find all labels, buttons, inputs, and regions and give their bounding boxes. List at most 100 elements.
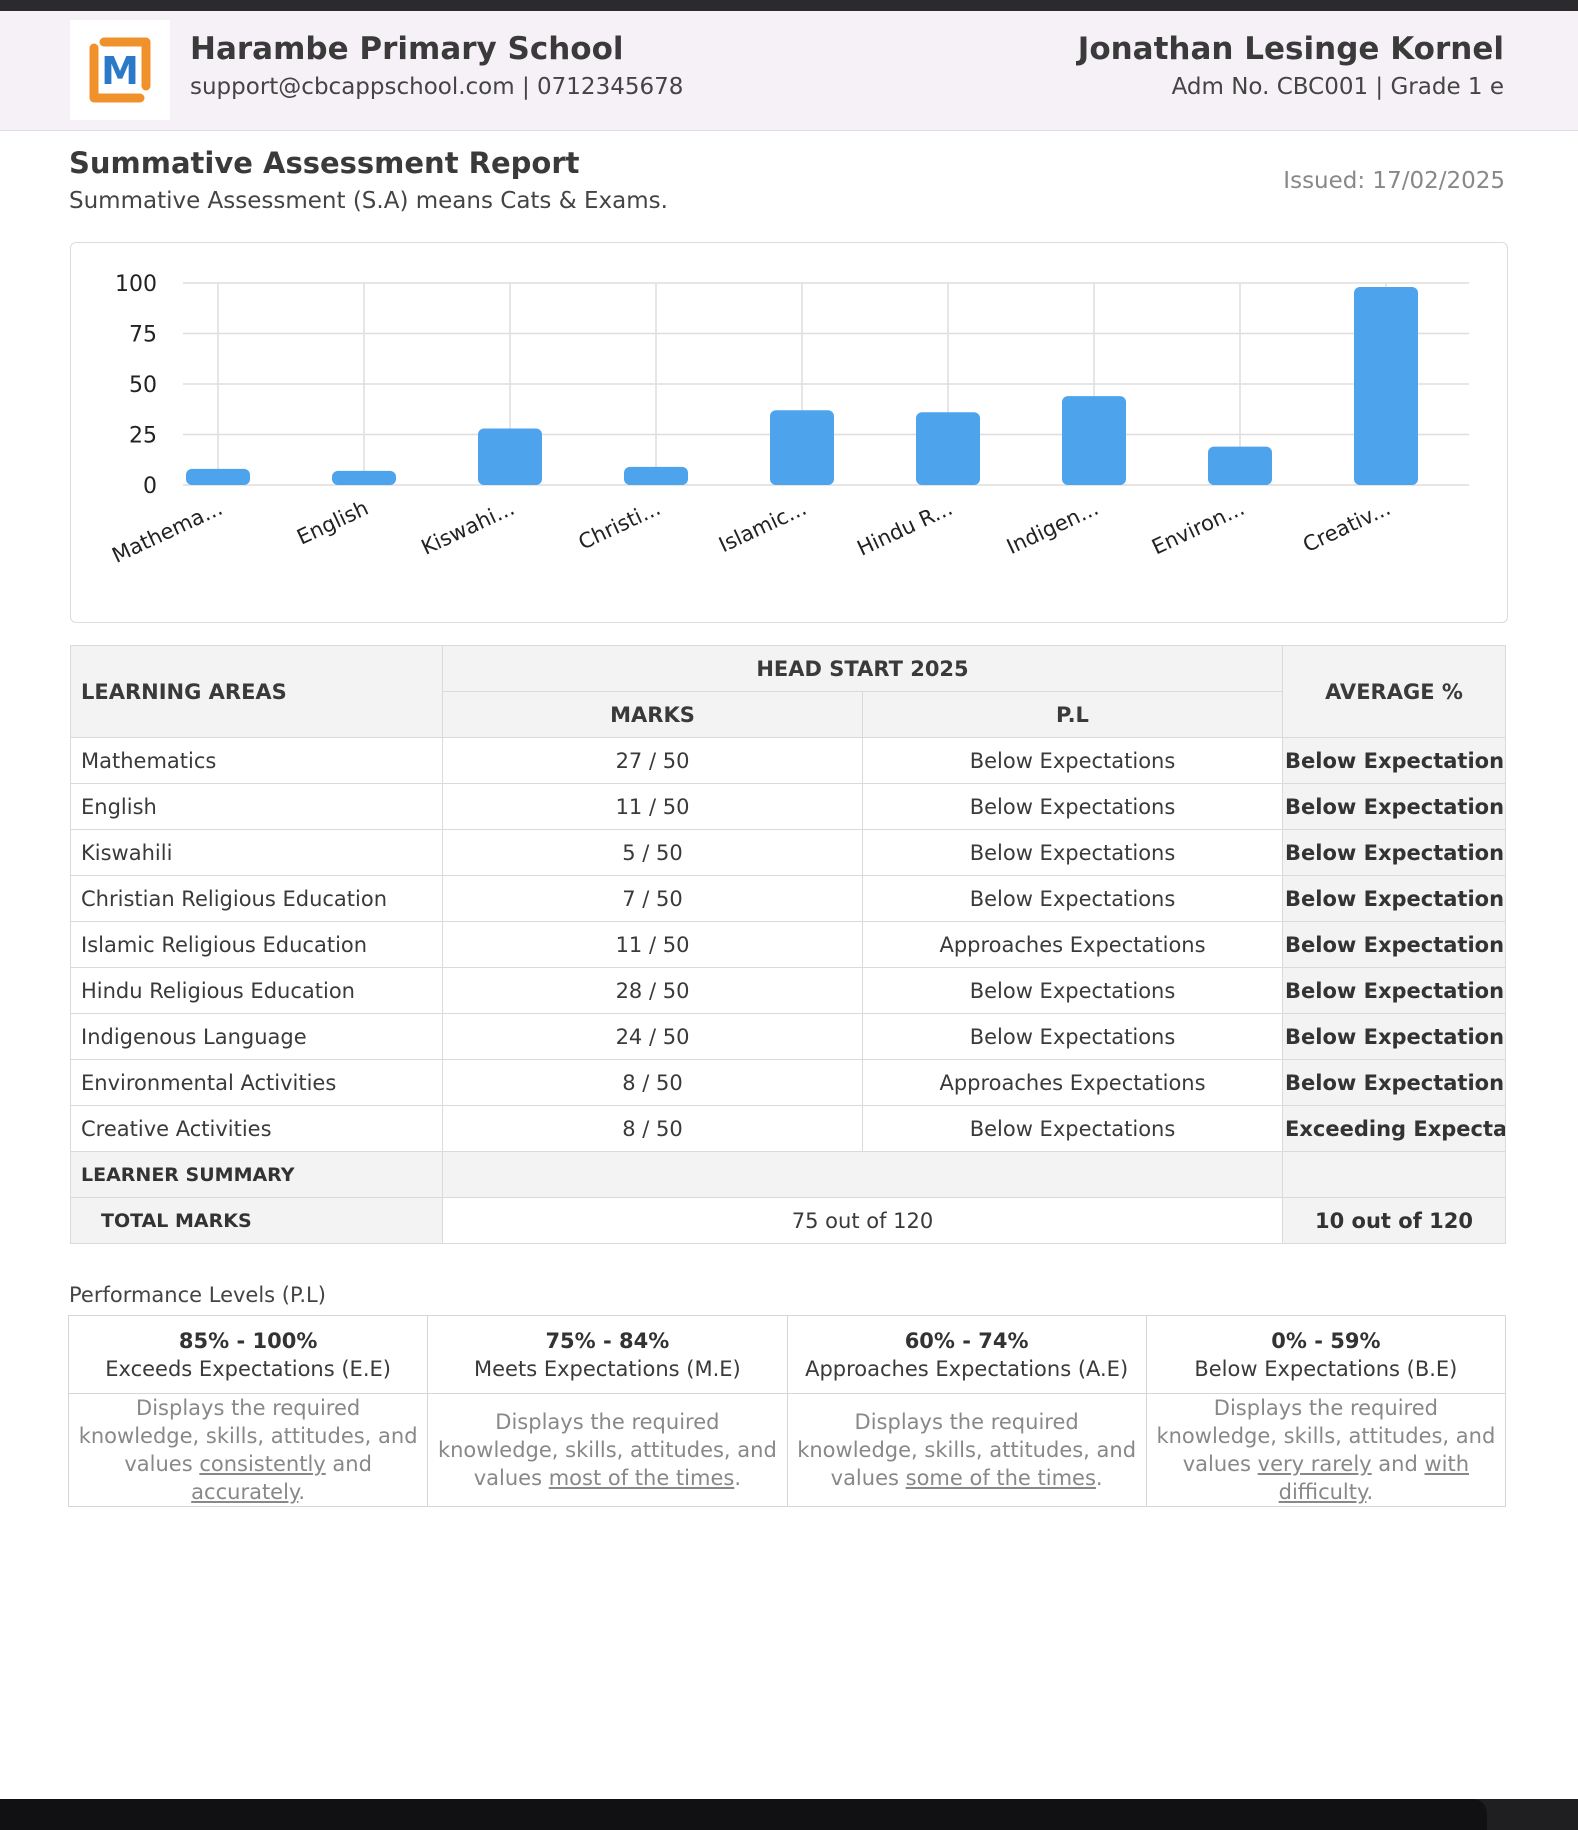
pl-range: 0% - 59% [1271, 1328, 1381, 1353]
row-average: Below Expectations [1282, 1013, 1507, 1060]
y-tick-label: 25 [129, 424, 157, 449]
pl-desc-text: and [325, 1452, 372, 1476]
chart-bar [186, 468, 250, 485]
school-logo-icon: M [89, 37, 151, 103]
row-marks: 11 / 50 [442, 921, 863, 968]
x-tick-label: Kiswahi... [418, 496, 519, 560]
pl-desc-text: Displays the required knowledge, skills,… [78, 1396, 418, 1476]
school-contact: support@cbcappschool.com | 0712345678 [190, 74, 684, 100]
pl-level-head: 0% - 59% Below Expectations (B.E) [1145, 1315, 1507, 1394]
row-area: Mathematics [70, 737, 443, 784]
row-average: Below Expectations [1282, 1059, 1507, 1106]
row-pl: Below Expectations [861, 967, 1284, 1014]
pl-description: Displays the required knowledge, skills,… [67, 1393, 429, 1507]
learner-summary-empty-avg [1282, 1151, 1507, 1198]
col-learning-areas: LEARNING AREAS [70, 645, 443, 738]
x-tick-label: Mathema... [108, 496, 226, 568]
row-average: Below Expectations [1282, 829, 1507, 876]
total-marks-average: 10 out of 120 [1282, 1197, 1507, 1244]
table-row: Kiswahili 5 / 50 Below Expectations Belo… [70, 829, 1507, 876]
pl-desc-text: . [734, 1466, 742, 1490]
top-window-bar [0, 0, 1578, 11]
performance-levels-title: Performance Levels (P.L) [69, 1283, 326, 1307]
report-header: M Harambe Primary School support@cbcapps… [0, 11, 1578, 131]
total-marks-value: 75 out of 120 [441, 1197, 1284, 1244]
row-pl: Approaches Expectations [861, 921, 1284, 968]
pl-level-head: 60% - 74% Approaches Expectations (A.E) [786, 1315, 1147, 1394]
col-pl: P.L [861, 691, 1284, 738]
chart-bar [478, 428, 542, 485]
col-group-head-start: HEAD START 2025 [441, 645, 1284, 692]
issued-date: Issued: 17/02/2025 [1283, 168, 1505, 194]
bottom-tab-strip [0, 1799, 1487, 1830]
chart-bar [1354, 287, 1418, 485]
pl-range: 60% - 74% [904, 1328, 1029, 1353]
row-average: Below Expectations [1282, 967, 1507, 1014]
pl-desc-text: Displays the required knowledge, skills,… [797, 1410, 1137, 1490]
report-title: Summative Assessment Report [69, 146, 580, 180]
row-marks: 8 / 50 [442, 1105, 863, 1152]
y-tick-label: 0 [143, 474, 157, 499]
row-area: Hindu Religious Education [70, 967, 443, 1014]
row-average: Below Expectations [1282, 783, 1507, 830]
row-area: Islamic Religious Education [70, 921, 443, 968]
row-marks: 24 / 50 [442, 1013, 863, 1060]
total-marks-row: TOTAL MARKS 75 out of 120 10 out of 120 [70, 1197, 1507, 1244]
row-pl: Approaches Expectations [861, 1059, 1284, 1106]
table-row: Creative Activities 8 / 50 Below Expecta… [70, 1105, 1507, 1152]
chart-bar [770, 410, 834, 485]
school-logo: M [70, 20, 170, 120]
total-marks-label: TOTAL MARKS [70, 1197, 443, 1244]
row-average: Below Expectations [1282, 737, 1507, 784]
x-tick-label: Creativ... [1299, 496, 1394, 557]
row-pl: Below Expectations [861, 737, 1284, 784]
marks-chart: 0 25 50 75 100 Mathema... English Kiswahi... Chr… [70, 242, 1508, 623]
row-marks: 8 / 50 [442, 1059, 863, 1106]
pl-name: Exceeds Expectations (E.E) [105, 1356, 391, 1381]
col-marks: MARKS [442, 691, 863, 738]
bottom-window-bar [0, 1799, 1578, 1830]
pl-level-head: 85% - 100% Exceeds Expectations (E.E) [67, 1315, 429, 1394]
chart-bar [916, 412, 980, 485]
pl-name: Approaches Expectations (A.E) [805, 1356, 1129, 1381]
chart-bar [624, 466, 688, 485]
row-area: Environmental Activities [70, 1059, 443, 1106]
row-area: Christian Religious Education [70, 875, 443, 922]
y-tick-label: 75 [129, 323, 157, 348]
pl-desc-emphasis: consistently [199, 1452, 326, 1476]
chart-bar [1062, 396, 1126, 485]
learner-summary-row: LEARNER SUMMARY [70, 1151, 1507, 1198]
report-subtitle: Summative Assessment (S.A) means Cats & … [69, 188, 668, 214]
student-name: Jonathan Lesinge Kornel [1077, 31, 1504, 67]
pl-desc-text: Displays the required knowledge, skills,… [1156, 1396, 1496, 1476]
pl-desc-emphasis: very rarely [1257, 1452, 1372, 1476]
student-info: Adm No. CBC001 | Grade 1 e [1171, 74, 1504, 100]
col-average: AVERAGE % [1282, 645, 1507, 738]
row-average: Exceeding Expectatio [1282, 1105, 1507, 1152]
row-marks: 5 / 50 [442, 829, 863, 876]
table-row: Hindu Religious Education 28 / 50 Below … [70, 967, 1507, 1014]
pl-description: Displays the required knowledge, skills,… [786, 1393, 1147, 1507]
x-tick-label: Indigen... [1003, 496, 1102, 559]
row-area: Creative Activities [70, 1105, 443, 1152]
performance-levels-table: 85% - 100% Exceeds Expectations (E.E) 75… [67, 1315, 1507, 1507]
x-tick-label: Environ... [1148, 496, 1248, 560]
learner-summary-label: LEARNER SUMMARY [70, 1151, 443, 1198]
x-tick-label: Christi... [575, 496, 664, 555]
row-marks: 7 / 50 [442, 875, 863, 922]
x-tick-label: Islamic... [715, 496, 810, 557]
pl-description: Displays the required knowledge, skills,… [1145, 1393, 1507, 1507]
pl-name: Meets Expectations (M.E) [474, 1356, 741, 1381]
school-name: Harambe Primary School [190, 31, 624, 67]
table-row: English 11 / 50 Below Expectations Below… [70, 783, 1507, 830]
chart-bar [332, 470, 396, 485]
row-pl: Below Expectations [861, 875, 1284, 922]
bar-chart-svg: 0 25 50 75 100 Mathema... English Kiswahi... Chr… [108, 272, 1469, 568]
table-row: Islamic Religious Education 11 / 50 Appr… [70, 921, 1507, 968]
pl-desc-emphasis: accurately [191, 1480, 299, 1504]
pl-desc-emphasis: with difficulty [1278, 1452, 1470, 1504]
x-tick-label: Hindu R... [853, 496, 956, 561]
pl-description: Displays the required knowledge, skills,… [427, 1393, 788, 1507]
y-tick-label: 100 [115, 272, 157, 297]
pl-range: 75% - 84% [545, 1328, 670, 1353]
